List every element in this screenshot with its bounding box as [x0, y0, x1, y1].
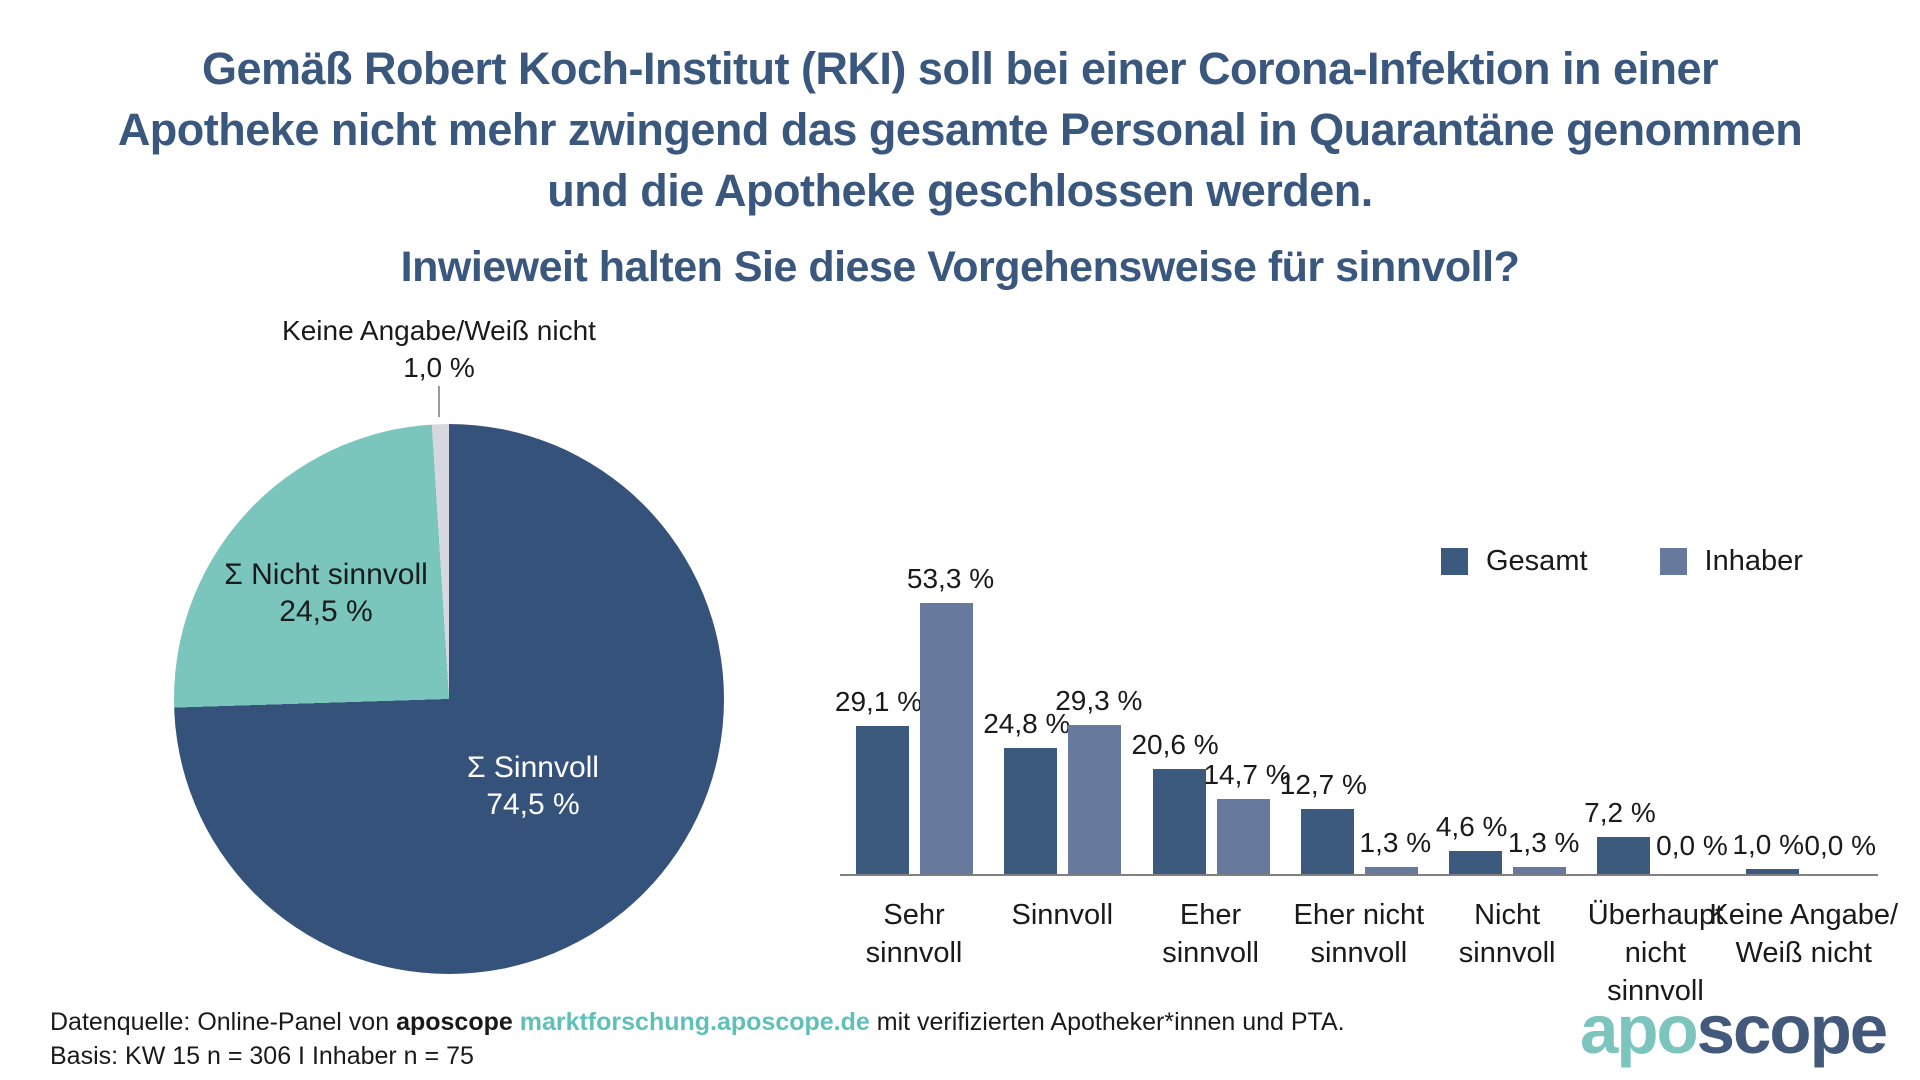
- bar-gesamt-3: [1300, 809, 1354, 874]
- bar-inhaber-3: [1364, 867, 1418, 874]
- bar-group-5: 7,2 % 0,0 % Überhaupt nicht sinnvoll: [1581, 594, 1729, 1007]
- footer-basis-line: Basis: KW 15 n = 306 I Inhaber n = 75: [50, 1042, 474, 1070]
- category-label-6: Keine Angabe/Weiß nicht: [1709, 899, 1899, 969]
- bar-value-gesamt-5: 7,2 %: [1584, 797, 1656, 828]
- bar-inhaber-2: [1216, 799, 1270, 874]
- bar-value-gesamt-0: 29,1 %: [834, 686, 923, 717]
- legend-label-gesamt: Gesamt: [1486, 545, 1588, 577]
- bar-value-inhaber-3: 1,3 %: [1359, 827, 1432, 858]
- bar-gesamt-4: [1449, 851, 1503, 874]
- bar-value-inhaber-1: 29,3 %: [1055, 685, 1143, 716]
- pie-label-sinnvoll: Σ Sinnvoll 74,5 %: [373, 749, 693, 823]
- bar-chart: 29,1 % 53,3 % Sehr sinnvoll 24,8 % 29,3 % Sinn…: [835, 563, 1898, 1007]
- bar-group-0: 29,1 % 53,3 % Sehr sinnvoll: [835, 563, 994, 969]
- pie-callout-value: 1,0 %: [403, 352, 475, 383]
- category-label-4: Nicht sinnvoll: [1458, 899, 1556, 969]
- question-subtitle: Inwieweit halten Sie diese Vorgehensweis…: [400, 243, 1520, 291]
- bar-group-1: 24,8 % 29,3 % Sinnvoll: [983, 594, 1142, 931]
- bar-value-gesamt-6: 1,0 %: [1732, 829, 1805, 860]
- bar-inhaber-0: [920, 603, 973, 874]
- main-title-line-3: und die Apotheke geschlossen werden.: [547, 165, 1373, 216]
- main-title-line-2: Apotheke nicht mehr zwingend das gesamte…: [117, 104, 1803, 155]
- footer-space: [513, 1008, 520, 1036]
- bar-gesamt-6: [1745, 869, 1799, 874]
- pie-callout-label: Keine Angabe/Weiß nicht: [282, 315, 596, 346]
- bar-gesamt-0: [856, 726, 909, 874]
- bar-group-3: 12,7 % 1,3 % Eher nicht sinnvoll: [1280, 594, 1433, 969]
- bar-gesamt-2: [1152, 769, 1206, 874]
- bar-gesamt-1: [1004, 748, 1058, 874]
- bar-gesamt-5: [1597, 837, 1651, 874]
- legend-label-inhaber: Inhaber: [1704, 545, 1803, 577]
- main-title: Gemäß Robert Koch-Institut (RKI) soll be…: [0, 38, 1920, 221]
- bar-value-inhaber-4: 1,3 %: [1507, 827, 1580, 858]
- pie-callout-keine-angabe: Keine Angabe/Weiß nicht 1,0 %: [139, 312, 739, 386]
- footer-link[interactable]: marktforschung.aposcope.de: [519, 1008, 870, 1036]
- category-label-1: Sinnvoll: [1011, 899, 1114, 931]
- pie-slice-value: 74,5 %: [486, 788, 580, 821]
- legend-item-inhaber: Inhaber: [1659, 545, 1803, 578]
- bar-value-inhaber-5: 0,0 %: [1656, 830, 1728, 861]
- logo-scope: scope: [1696, 991, 1888, 1068]
- footer-source-suffix: mit verifizierten Apotheker*innen und PT…: [869, 1008, 1345, 1036]
- footer-brand: aposcope: [396, 1008, 513, 1036]
- pie-leader-line: [438, 386, 440, 417]
- bar-group-2: 20,6 % 14,7 % Eher sinnvoll: [1131, 594, 1290, 969]
- footer-source-prefix: Datenquelle: Online-Panel von: [50, 1008, 397, 1036]
- footer: Datenquelle: Online-Panel von aposcope m…: [50, 1005, 1345, 1073]
- pie-chart: [174, 424, 724, 974]
- bar-group-4: 4,6 % 1,3 % Nicht sinnvoll: [1433, 594, 1581, 969]
- category-label-3: Eher nicht sinnvoll: [1293, 899, 1425, 969]
- bar-inhaber-4: [1513, 867, 1567, 874]
- bar-value-inhaber-2: 14,7 %: [1203, 759, 1291, 790]
- pie-slice-label: Σ Nicht sinnvoll: [224, 558, 428, 591]
- bar-value-gesamt-4: 4,6 %: [1435, 811, 1508, 842]
- bar-value-gesamt-3: 12,7 %: [1279, 769, 1367, 800]
- chart-legend: Gesamt Inhaber: [1441, 545, 1875, 578]
- bar-group-6: 1,0 % 0,0 % Keine Angabe/Weiß nicht: [1709, 594, 1898, 969]
- bar-inhaber-1: [1068, 725, 1122, 874]
- bar-value-gesamt-1: 24,8 %: [983, 708, 1071, 739]
- bar-value-inhaber-6: 0,0 %: [1804, 830, 1877, 861]
- legend-swatch-inhaber: [1659, 548, 1687, 575]
- category-label-5: Überhaupt nicht sinnvoll: [1587, 899, 1724, 1007]
- logo-apo: apo: [1580, 991, 1699, 1068]
- category-label-2: Eher sinnvoll: [1162, 899, 1259, 969]
- pie-slice-label: Σ Sinnvoll: [467, 751, 599, 784]
- pie-slice-value: 24,5 %: [279, 595, 373, 628]
- pie-label-nicht-sinnvoll: Σ Nicht sinnvoll 24,5 %: [166, 556, 486, 630]
- legend-item-gesamt: Gesamt: [1441, 545, 1588, 578]
- main-title-line-1: Gemäß Robert Koch-Institut (RKI) soll be…: [201, 43, 1719, 94]
- category-label-0: Sehr sinnvoll: [865, 899, 963, 969]
- footer-source-line: Datenquelle: Online-Panel von aposcope m…: [50, 1005, 1345, 1039]
- legend-swatch-gesamt: [1441, 548, 1468, 575]
- bar-value-gesamt-2: 20,6 %: [1131, 729, 1219, 760]
- aposcope-logo: aposcope: [1580, 990, 1888, 1069]
- bar-value-inhaber-0: 53,3 %: [906, 563, 995, 594]
